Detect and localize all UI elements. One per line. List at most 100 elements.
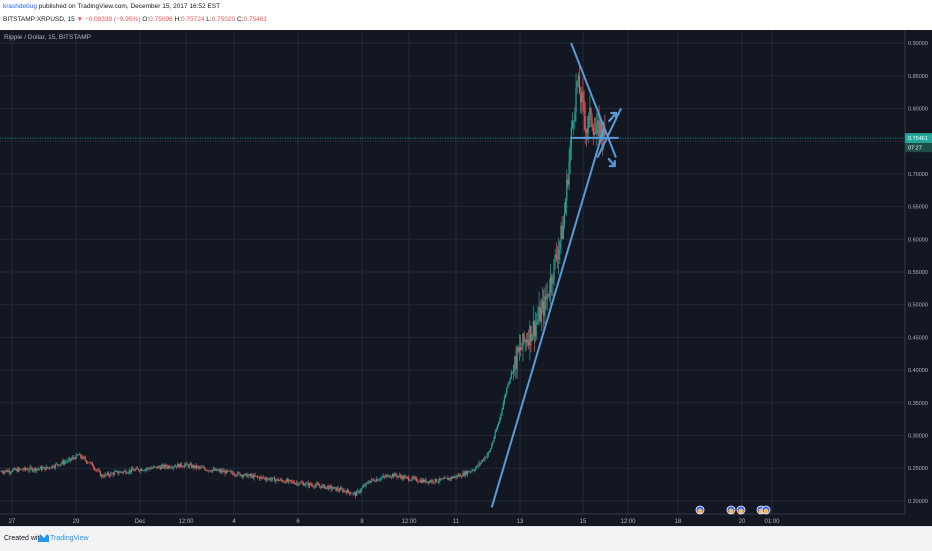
tradingview-brand[interactable]: TradingView bbox=[50, 535, 89, 542]
candle-body bbox=[278, 480, 280, 481]
time-tick-label: 01:00 bbox=[764, 519, 780, 525]
candle-body bbox=[98, 470, 100, 472]
candle-body bbox=[261, 476, 263, 478]
candle-body bbox=[401, 476, 403, 479]
price-axis[interactable]: 0.900000.850000.800000.750000.700000.650… bbox=[904, 30, 932, 526]
low-value: 0.75020 bbox=[211, 16, 236, 23]
candle-body bbox=[598, 120, 600, 139]
candle-body bbox=[163, 464, 165, 468]
candle-body bbox=[210, 471, 212, 472]
candle-body bbox=[282, 480, 284, 482]
candle-body bbox=[158, 466, 160, 468]
candle-body bbox=[448, 478, 450, 480]
candle-body bbox=[144, 469, 147, 471]
author-link[interactable]: krashdebug bbox=[3, 3, 37, 10]
candle-body bbox=[152, 466, 155, 468]
candle-body bbox=[309, 483, 312, 485]
candle-body bbox=[223, 471, 225, 473]
candle-body bbox=[127, 472, 129, 474]
candle-body bbox=[121, 472, 123, 473]
candle-body bbox=[151, 467, 153, 469]
candle-body bbox=[538, 307, 540, 320]
candle-body bbox=[548, 292, 551, 296]
candle-body bbox=[568, 161, 570, 185]
candle-body bbox=[95, 469, 97, 471]
candle-body bbox=[128, 470, 130, 473]
publish-header: krashdebug published on TradingView.com,… bbox=[0, 0, 932, 30]
candle-body bbox=[358, 490, 360, 493]
candle-body bbox=[365, 482, 367, 487]
price-tick-label: 0.20000 bbox=[908, 499, 928, 505]
candle-body bbox=[246, 473, 248, 478]
candle-body bbox=[201, 467, 203, 468]
candle-body bbox=[348, 489, 350, 493]
candle-body bbox=[406, 476, 409, 478]
candle-body bbox=[157, 466, 159, 469]
candle-body bbox=[218, 470, 220, 471]
candle-body bbox=[281, 479, 283, 481]
candle-body bbox=[530, 325, 532, 341]
candle-body bbox=[533, 321, 536, 337]
candle-body bbox=[216, 469, 218, 471]
candle-body bbox=[427, 481, 429, 483]
candle-body bbox=[58, 464, 60, 466]
candle-body bbox=[457, 475, 459, 477]
event-markers[interactable] bbox=[695, 505, 771, 515]
candle-body bbox=[87, 462, 89, 464]
candle-body bbox=[167, 465, 170, 468]
candle-body bbox=[207, 470, 209, 471]
candle-body bbox=[111, 472, 113, 474]
candle-body bbox=[509, 377, 511, 382]
candle-body bbox=[330, 486, 332, 490]
candle-body bbox=[380, 477, 382, 480]
candle-body bbox=[313, 486, 315, 488]
candle-body bbox=[510, 372, 512, 378]
candle-body bbox=[77, 455, 80, 456]
candle-body bbox=[237, 472, 239, 476]
candle-body bbox=[5, 470, 7, 472]
candle-body bbox=[556, 257, 559, 260]
candle-body bbox=[135, 468, 137, 470]
candle-body bbox=[495, 429, 497, 432]
countdown-label: 07:27 bbox=[908, 146, 922, 152]
candle-body bbox=[456, 475, 458, 478]
candle-body bbox=[540, 307, 542, 322]
time-axis[interactable]: 27 29 Dec 12:00 4 6 8 12:00 11 13 15 12:00 18 20 01:00 bbox=[0, 513, 905, 525]
candle-body bbox=[595, 132, 597, 134]
candle-body bbox=[230, 471, 232, 473]
candle-body bbox=[298, 484, 300, 485]
price-chart[interactable]: 0.900000.850000.800000.750000.700000.650… bbox=[0, 30, 932, 526]
candle-body bbox=[450, 476, 452, 479]
candle-body bbox=[197, 466, 200, 468]
candle-body bbox=[525, 340, 527, 343]
candle-body bbox=[272, 477, 275, 479]
candle-body bbox=[352, 492, 354, 494]
candle-body bbox=[520, 347, 522, 350]
candle-body bbox=[446, 477, 448, 479]
tradingview-logo-icon bbox=[38, 534, 49, 542]
candle-body bbox=[469, 471, 471, 473]
candle-body bbox=[586, 127, 589, 133]
candle-body bbox=[405, 476, 407, 478]
candle-body bbox=[371, 479, 373, 482]
candle-body bbox=[581, 91, 583, 103]
candle-body bbox=[54, 464, 57, 468]
candle-body bbox=[57, 463, 59, 465]
candle-body bbox=[274, 477, 276, 482]
candle-body bbox=[547, 294, 549, 296]
time-tick-label: 12:00 bbox=[401, 519, 417, 525]
candle-body bbox=[486, 454, 488, 458]
time-tick-label: 12:00 bbox=[620, 519, 636, 525]
candle-body bbox=[23, 467, 25, 470]
candle-body bbox=[31, 468, 33, 471]
candle-body bbox=[447, 477, 449, 480]
candle-body bbox=[592, 127, 594, 135]
chart-area[interactable]: 0.900000.850000.800000.750000.700000.650… bbox=[0, 30, 932, 526]
candle-body bbox=[410, 479, 412, 481]
candle-body bbox=[508, 381, 510, 385]
candle-body bbox=[504, 393, 507, 398]
candle-body bbox=[241, 474, 244, 477]
candle-body bbox=[222, 470, 224, 473]
candle-body bbox=[563, 213, 566, 226]
candle-body bbox=[451, 476, 454, 479]
